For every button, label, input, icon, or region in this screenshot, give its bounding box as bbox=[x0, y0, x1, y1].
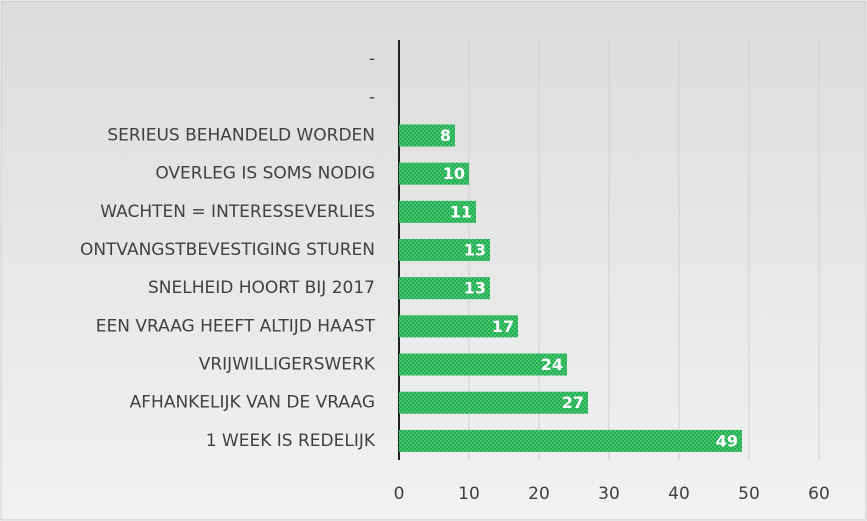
data-label: 27 bbox=[562, 393, 584, 412]
bar bbox=[399, 239, 490, 261]
x-tick-label: 10 bbox=[458, 484, 480, 504]
bar bbox=[399, 353, 567, 376]
y-tick-label: OVERLEG IS SOMS NODIG bbox=[155, 164, 375, 184]
bar bbox=[399, 429, 742, 452]
y-tick-label: SERIEUS BEHANDELD WORDEN bbox=[107, 125, 375, 145]
bar bbox=[399, 277, 490, 300]
bar bbox=[399, 315, 518, 338]
y-tick-label: EEN VRAAG HEEFT ALTIJD HAAST bbox=[96, 316, 376, 336]
x-tick-label: 0 bbox=[394, 484, 405, 504]
y-tick-label: WACHTEN = INTERESSEVERLIES bbox=[100, 202, 375, 222]
y-tick-label: - bbox=[369, 87, 375, 107]
x-tick-label: 40 bbox=[668, 484, 690, 504]
data-label: 13 bbox=[464, 241, 486, 260]
bar bbox=[399, 124, 455, 147]
x-tick-label: 50 bbox=[738, 484, 760, 504]
data-label: 8 bbox=[440, 126, 451, 145]
data-label: 10 bbox=[443, 164, 465, 183]
data-label: 17 bbox=[492, 317, 514, 336]
y-tick-label: AFHANKELIJK VAN DE VRAAG bbox=[130, 393, 375, 413]
bar bbox=[399, 162, 469, 185]
data-label: 13 bbox=[464, 279, 486, 298]
x-tick-label: 30 bbox=[598, 484, 620, 504]
y-tick-label: SNELHEID HOORT BIJ 2017 bbox=[148, 278, 375, 298]
x-tick-label: 60 bbox=[808, 484, 830, 504]
data-label: 11 bbox=[450, 202, 472, 221]
data-label: 24 bbox=[541, 355, 563, 374]
y-tick-label: ONTVANGSTBEVESTIGING STUREN bbox=[80, 240, 375, 260]
x-tick-label: 20 bbox=[528, 484, 550, 504]
data-label: 49 bbox=[716, 431, 738, 450]
y-tick-label: VRIJWILLIGERSWERK bbox=[199, 355, 376, 375]
bar bbox=[399, 200, 476, 223]
y-tick-label: - bbox=[369, 49, 375, 69]
y-tick-label: 1 WEEK IS REDELIJK bbox=[206, 431, 376, 451]
bar bbox=[399, 391, 588, 414]
